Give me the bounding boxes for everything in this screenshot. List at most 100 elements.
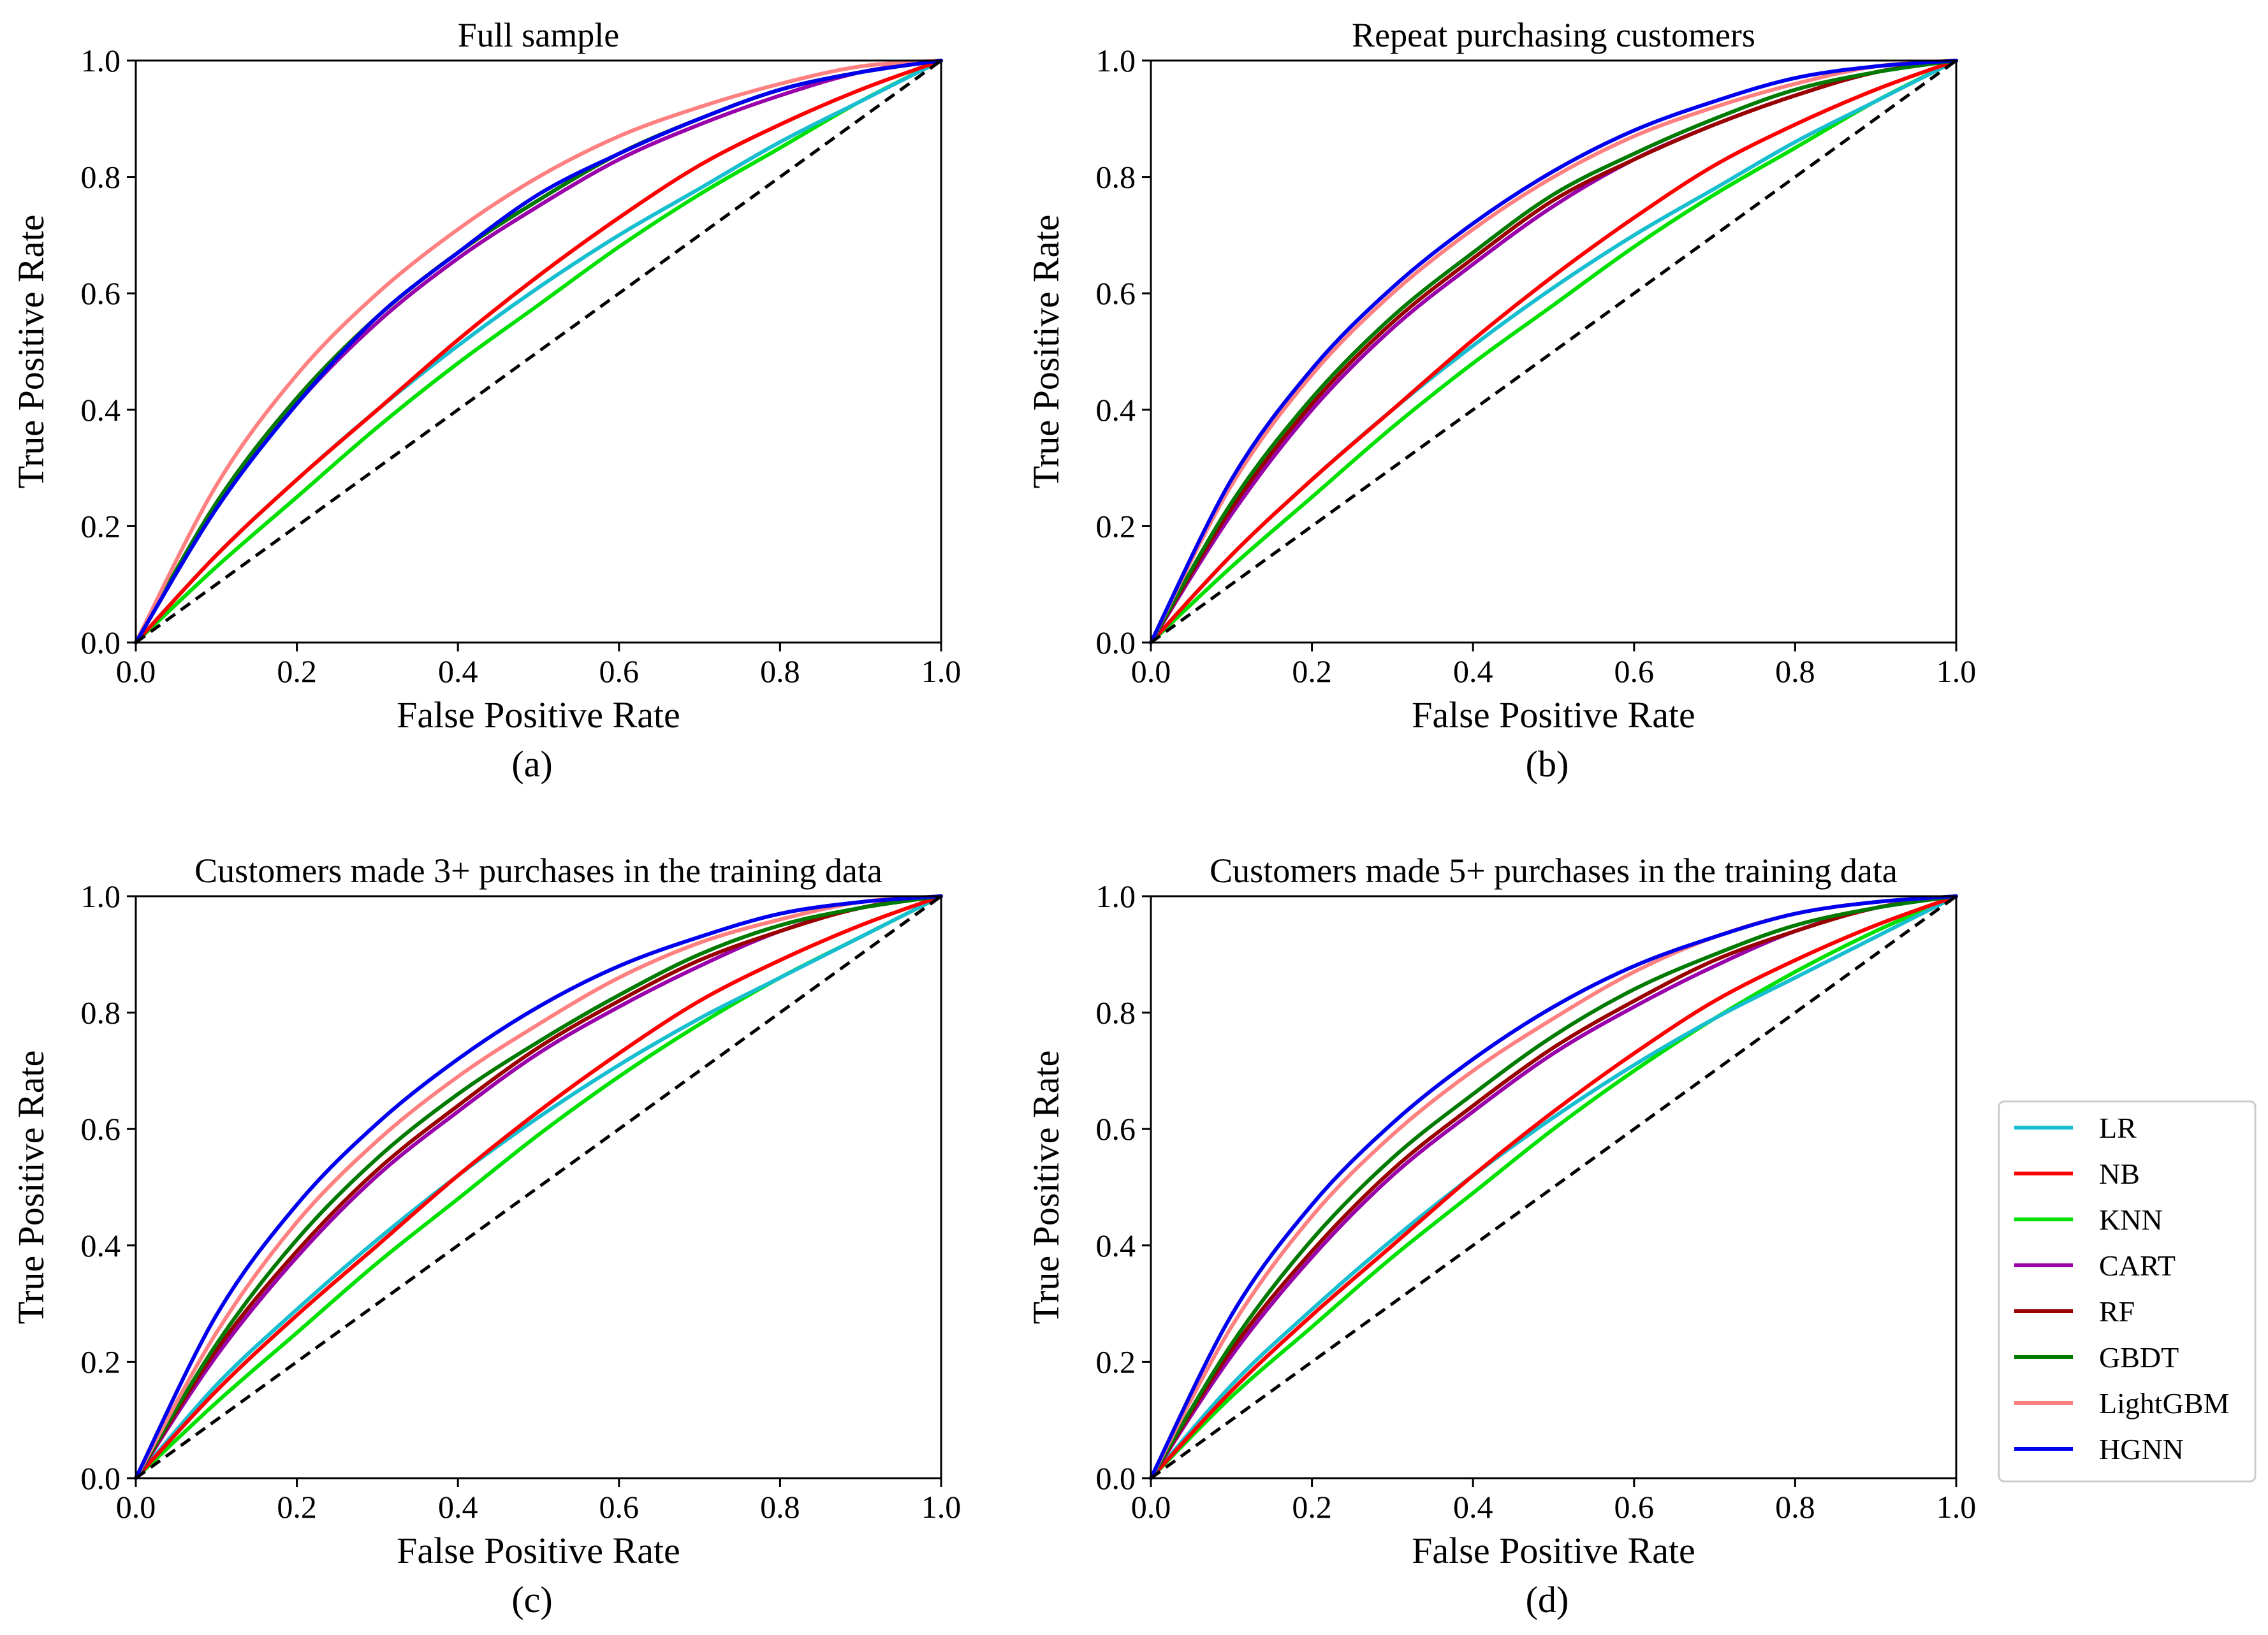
series-line-rf — [1149, 894, 1958, 1480]
panel-label: (a) — [511, 743, 552, 785]
y-tick-label: 0.6 — [1096, 275, 1136, 311]
series-line-lightgbm — [134, 894, 943, 1480]
legend-entry-knn: KNN — [2014, 1203, 2163, 1236]
legend-entry-gbdt: GBDT — [2014, 1341, 2179, 1374]
y-tick-label: 0.8 — [1096, 995, 1136, 1031]
x-tick-label: 0.0 — [1131, 653, 1171, 689]
series-line-hgnn — [134, 59, 943, 644]
x-axis-label: False Positive Rate — [1412, 694, 1695, 736]
legend-entry-rf: RF — [2014, 1295, 2135, 1328]
plot-frame — [135, 895, 942, 1479]
y-tick-label: 0.2 — [1096, 508, 1136, 544]
legend-entry-lr: LR — [2014, 1112, 2137, 1144]
chart-title: Repeat purchasing customers — [1352, 16, 1755, 54]
y-tick-label: 0.4 — [1096, 1228, 1136, 1263]
series-line-lr — [134, 894, 943, 1480]
x-tick-label: 0.6 — [599, 653, 640, 689]
x-tick-label: 0.0 — [116, 1489, 156, 1525]
legend-label: GBDT — [2099, 1341, 2179, 1374]
y-tick-label: 1.0 — [81, 878, 121, 914]
y-tick-label: 0.4 — [81, 1228, 121, 1263]
y-tick-label: 0.4 — [1096, 392, 1136, 428]
y-tick-label: 1.0 — [81, 43, 121, 78]
series-line-nb — [134, 59, 943, 644]
plot-frame — [1150, 895, 1957, 1479]
series-line-knn — [1149, 59, 1958, 644]
plot-frame — [135, 59, 942, 644]
x-tick-label: 0.2 — [277, 1489, 317, 1525]
series-line-nb — [134, 894, 943, 1480]
x-tick-label: 1.0 — [921, 1489, 962, 1525]
roc-panel-2: 0.0 0.2 0.4 0.6 0.8 1.0 0.0 0.2 0.4 0.6 0.8 1.0 Repe… — [1025, 16, 1976, 785]
x-axis-label: False Positive Rate — [1412, 1530, 1695, 1571]
series-line-gbdt — [1149, 59, 1958, 644]
y-axis-label: True Positive Rate — [10, 1050, 52, 1325]
series-line-nb — [1149, 894, 1958, 1480]
legend-label: RF — [2099, 1295, 2135, 1328]
series-line-hgnn — [134, 894, 943, 1480]
series-line-knn — [134, 59, 943, 644]
panel-label: (c) — [511, 1579, 552, 1620]
series-line-gbdt — [1149, 894, 1958, 1480]
y-tick-label: 0.2 — [1096, 1344, 1136, 1379]
y-tick-label: 0.2 — [81, 508, 121, 544]
y-tick-label: 0.0 — [81, 625, 121, 660]
y-axis-label: True Positive Rate — [1025, 1050, 1067, 1325]
panel-label: (d) — [1526, 1579, 1569, 1620]
y-tick-label: 0.6 — [81, 1111, 121, 1147]
chance-diagonal-line — [1150, 894, 1957, 1480]
x-tick-label: 0.0 — [1131, 1489, 1171, 1525]
legend-label: KNN — [2099, 1203, 2163, 1236]
series-line-lr — [1149, 894, 1958, 1480]
y-tick-label: 0.0 — [1096, 625, 1136, 660]
chance-diagonal-line — [1150, 59, 1957, 644]
legend: LR NB KNN CART RF GBDT LightGBM HGNN — [1998, 1100, 2257, 1483]
roc-panel-1: 0.0 0.2 0.4 0.6 0.8 1.0 0.0 0.2 0.4 0.6 0.8 1.0 Full… — [10, 16, 961, 785]
y-tick-label: 0.8 — [81, 995, 121, 1031]
x-tick-label: 0.6 — [1614, 653, 1655, 689]
y-tick-label: 0.2 — [81, 1344, 121, 1379]
x-tick-label: 0.8 — [1775, 653, 1815, 689]
x-axis-label: False Positive Rate — [397, 1530, 680, 1571]
chart-title: Customers made 3+ purchases in the train… — [194, 852, 882, 890]
legend-label: LR — [2099, 1112, 2137, 1144]
x-tick-label: 1.0 — [921, 653, 962, 689]
series-line-rf — [134, 894, 943, 1480]
x-tick-label: 0.2 — [277, 653, 317, 689]
legend-entry-hgnn: HGNN — [2014, 1433, 2184, 1465]
x-tick-label: 0.4 — [1453, 653, 1493, 689]
x-tick-label: 0.0 — [116, 653, 156, 689]
x-tick-label: 1.0 — [1936, 653, 1977, 689]
series-line-gbdt — [134, 894, 943, 1480]
series-line-hgnn — [1149, 59, 1958, 644]
chance-diagonal-line — [135, 894, 942, 1480]
x-tick-label: 0.8 — [760, 1489, 800, 1525]
y-tick-label: 1.0 — [1096, 43, 1136, 78]
chart-title: Full sample — [458, 16, 620, 54]
series-line-hgnn — [1149, 894, 1958, 1480]
y-axis-label: True Positive Rate — [10, 215, 52, 489]
plot-frame — [1150, 59, 1957, 644]
legend-entry-nb: NB — [2014, 1158, 2140, 1190]
y-tick-label: 0.0 — [81, 1460, 121, 1496]
x-tick-label: 0.4 — [1453, 1489, 1493, 1525]
y-tick-label: 0.8 — [1096, 159, 1136, 195]
series-line-lightgbm — [134, 59, 943, 644]
roc-panel-4: 0.0 0.2 0.4 0.6 0.8 1.0 0.0 0.2 0.4 0.6 0.8 1.0 Cust… — [1025, 852, 1976, 1620]
x-tick-label: 0.6 — [599, 1489, 640, 1525]
y-tick-label: 1.0 — [1096, 878, 1136, 914]
x-tick-label: 1.0 — [1936, 1489, 1977, 1525]
legend-label: NB — [2099, 1158, 2140, 1190]
legend-label: CART — [2099, 1249, 2176, 1282]
x-axis-label: False Positive Rate — [397, 694, 680, 736]
y-tick-label: 0.4 — [81, 392, 121, 428]
legend-label: HGNN — [2099, 1433, 2184, 1465]
roc-panel-3: 0.0 0.2 0.4 0.6 0.8 1.0 0.0 0.2 0.4 0.6 0.8 1.0 Cust… — [10, 852, 961, 1620]
y-tick-label: 0.8 — [81, 159, 121, 195]
series-line-lightgbm — [1149, 59, 1958, 644]
x-tick-label: 0.8 — [1775, 1489, 1815, 1525]
series-line-nb — [1149, 59, 1958, 644]
series-line-knn — [1149, 894, 1958, 1480]
